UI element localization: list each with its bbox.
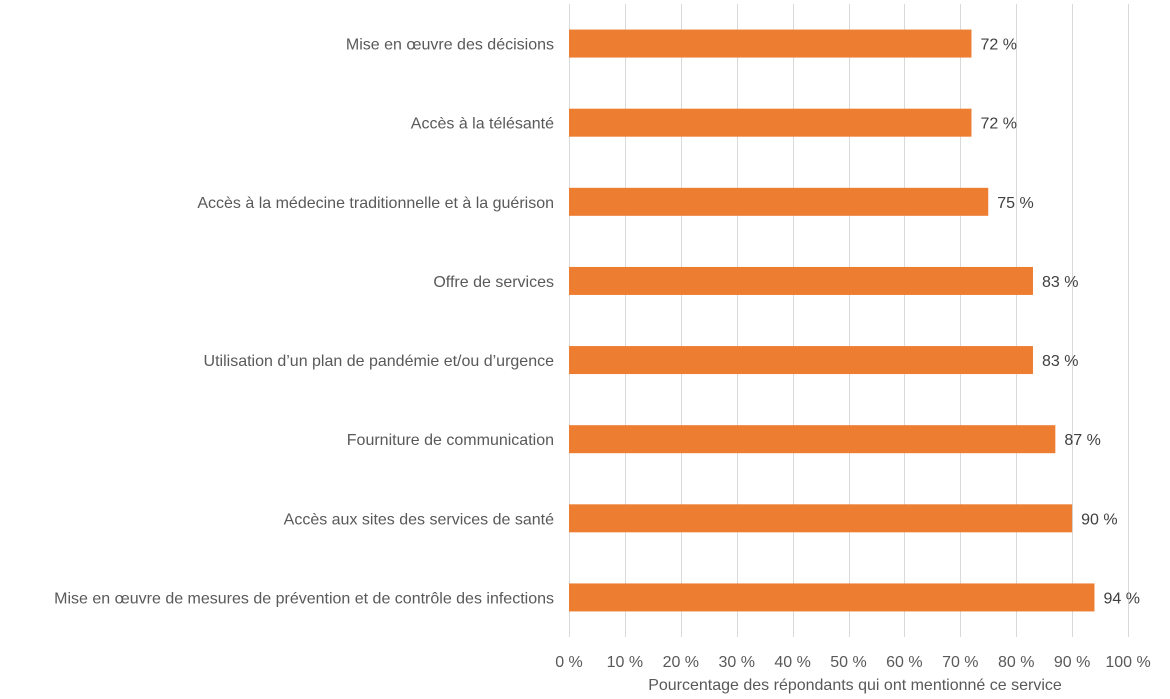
x-tick-label: 80 % xyxy=(998,654,1034,671)
data-label: 87 % xyxy=(1064,432,1100,449)
x-tick-label: 20 % xyxy=(663,654,699,671)
x-axis-title: Pourcentage des répondants qui ont menti… xyxy=(648,677,1062,694)
bar xyxy=(569,266,1033,295)
category-label: Accès à la télésanté xyxy=(411,116,554,133)
bar xyxy=(569,29,972,58)
bar xyxy=(569,425,1056,454)
bar xyxy=(569,346,1033,375)
bar xyxy=(569,504,1073,533)
x-tick-label: 100 % xyxy=(1105,654,1150,671)
data-label: 72 % xyxy=(980,37,1016,54)
data-labels: 72 % 72 % 75 % 83 % 83 % 87 % 90 % 94 % xyxy=(980,37,1139,608)
data-label: 83 % xyxy=(1042,274,1078,291)
category-label: Mise en œuvre de mesures de prévention e… xyxy=(54,590,554,607)
category-label: Offre de services xyxy=(433,274,554,291)
x-tick-label: 70 % xyxy=(942,654,978,671)
category-label: Accès aux sites des services de santé xyxy=(284,511,554,528)
category-labels: Mise en œuvre des décisions Accès à la té… xyxy=(54,37,554,608)
bar xyxy=(569,187,989,216)
data-label: 94 % xyxy=(1103,590,1139,607)
x-tick-label: 40 % xyxy=(774,654,810,671)
data-label: 72 % xyxy=(980,116,1016,133)
x-tick-label: 30 % xyxy=(718,654,754,671)
x-tick-label: 90 % xyxy=(1054,654,1090,671)
category-label: Accès à la médecine traditionnelle et à … xyxy=(197,195,554,212)
data-label: 75 % xyxy=(997,195,1033,212)
bar xyxy=(569,108,972,137)
category-label: Utilisation d’un plan de pandémie et/ou … xyxy=(204,353,555,370)
data-label: 90 % xyxy=(1081,511,1117,528)
category-label: Mise en œuvre des décisions xyxy=(346,37,554,54)
x-tick-label: 60 % xyxy=(886,654,922,671)
data-label: 83 % xyxy=(1042,353,1078,370)
bars xyxy=(569,29,1095,612)
gridlines xyxy=(569,4,1129,637)
category-label: Fourniture de communication xyxy=(347,432,554,449)
x-axis-tick-labels: 0 % 10 % 20 % 30 % 40 % 50 % 60 % 70 % 80 % 90 % 1… xyxy=(555,654,1150,671)
x-tick-label: 50 % xyxy=(830,654,866,671)
bar xyxy=(569,583,1095,612)
x-tick-label: 10 % xyxy=(607,654,643,671)
x-tick-label: 0 % xyxy=(555,654,583,671)
